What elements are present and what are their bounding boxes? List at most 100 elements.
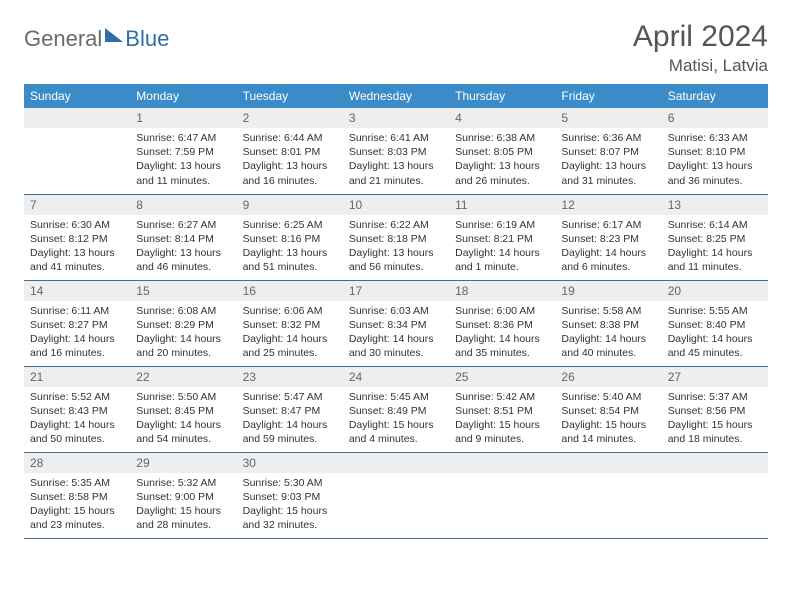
sunset-text: Sunset: 8:54 PM — [561, 404, 655, 418]
title-block: April 2024 Matisi, Latvia — [633, 20, 768, 76]
calendar-cell: 28Sunrise: 5:35 AMSunset: 8:58 PMDayligh… — [24, 452, 130, 538]
calendar-cell: 8Sunrise: 6:27 AMSunset: 8:14 PMDaylight… — [130, 194, 236, 280]
calendar-cell: 9Sunrise: 6:25 AMSunset: 8:16 PMDaylight… — [237, 194, 343, 280]
daylight-text: Daylight: 13 hours — [349, 246, 443, 260]
day-number: 5 — [555, 108, 661, 128]
calendar-table: Sunday Monday Tuesday Wednesday Thursday… — [24, 84, 768, 539]
calendar-cell: 27Sunrise: 5:37 AMSunset: 8:56 PMDayligh… — [662, 366, 768, 452]
weekday-header: Tuesday — [237, 84, 343, 108]
daylight-text: Daylight: 14 hours — [243, 332, 337, 346]
sunrise-text: Sunrise: 6:06 AM — [243, 304, 337, 318]
day-number: 7 — [24, 195, 130, 215]
day-number: 8 — [130, 195, 236, 215]
sunrise-text: Sunrise: 5:45 AM — [349, 390, 443, 404]
day-number: 10 — [343, 195, 449, 215]
weekday-header: Monday — [130, 84, 236, 108]
sunrise-text: Sunrise: 6:47 AM — [136, 131, 230, 145]
daylight-text: and 40 minutes. — [561, 346, 655, 360]
daylight-text: Daylight: 14 hours — [668, 246, 762, 260]
calendar-cell — [555, 452, 661, 538]
day-number: 22 — [130, 367, 236, 387]
sunrise-text: Sunrise: 5:35 AM — [30, 476, 124, 490]
day-detail: Sunrise: 6:03 AMSunset: 8:34 PMDaylight:… — [343, 301, 449, 365]
daylight-text: and 1 minute. — [455, 260, 549, 274]
sunrise-text: Sunrise: 6:19 AM — [455, 218, 549, 232]
calendar-cell: 6Sunrise: 6:33 AMSunset: 8:10 PMDaylight… — [662, 108, 768, 194]
daylight-text: and 46 minutes. — [136, 260, 230, 274]
day-detail: Sunrise: 5:42 AMSunset: 8:51 PMDaylight:… — [449, 387, 555, 451]
calendar-cell: 12Sunrise: 6:17 AMSunset: 8:23 PMDayligh… — [555, 194, 661, 280]
calendar-cell: 18Sunrise: 6:00 AMSunset: 8:36 PMDayligh… — [449, 280, 555, 366]
calendar-cell: 30Sunrise: 5:30 AMSunset: 9:03 PMDayligh… — [237, 452, 343, 538]
sunrise-text: Sunrise: 5:47 AM — [243, 390, 337, 404]
weekday-header-row: Sunday Monday Tuesday Wednesday Thursday… — [24, 84, 768, 108]
daylight-text: Daylight: 15 hours — [668, 418, 762, 432]
calendar-cell: 19Sunrise: 5:58 AMSunset: 8:38 PMDayligh… — [555, 280, 661, 366]
sunset-text: Sunset: 8:05 PM — [455, 145, 549, 159]
daylight-text: and 51 minutes. — [243, 260, 337, 274]
sunset-text: Sunset: 8:10 PM — [668, 145, 762, 159]
day-detail: Sunrise: 6:00 AMSunset: 8:36 PMDaylight:… — [449, 301, 555, 365]
calendar-cell: 24Sunrise: 5:45 AMSunset: 8:49 PMDayligh… — [343, 366, 449, 452]
daylight-text: Daylight: 14 hours — [136, 418, 230, 432]
day-detail: Sunrise: 5:47 AMSunset: 8:47 PMDaylight:… — [237, 387, 343, 451]
calendar-week-row: 7Sunrise: 6:30 AMSunset: 8:12 PMDaylight… — [24, 194, 768, 280]
daylight-text: and 54 minutes. — [136, 432, 230, 446]
day-number-empty — [343, 453, 449, 473]
calendar-cell: 16Sunrise: 6:06 AMSunset: 8:32 PMDayligh… — [237, 280, 343, 366]
daylight-text: Daylight: 14 hours — [349, 332, 443, 346]
weekday-header: Wednesday — [343, 84, 449, 108]
daylight-text: Daylight: 14 hours — [561, 332, 655, 346]
daylight-text: Daylight: 13 hours — [136, 159, 230, 173]
calendar-cell: 13Sunrise: 6:14 AMSunset: 8:25 PMDayligh… — [662, 194, 768, 280]
daylight-text: and 31 minutes. — [561, 174, 655, 188]
daylight-text: and 18 minutes. — [668, 432, 762, 446]
day-number: 16 — [237, 281, 343, 301]
sunrise-text: Sunrise: 6:41 AM — [349, 131, 443, 145]
daylight-text: and 32 minutes. — [243, 518, 337, 532]
daylight-text: and 56 minutes. — [349, 260, 443, 274]
day-detail: Sunrise: 5:35 AMSunset: 8:58 PMDaylight:… — [24, 473, 130, 537]
sunset-text: Sunset: 8:45 PM — [136, 404, 230, 418]
sunset-text: Sunset: 9:00 PM — [136, 490, 230, 504]
day-detail: Sunrise: 5:58 AMSunset: 8:38 PMDaylight:… — [555, 301, 661, 365]
day-detail: Sunrise: 6:22 AMSunset: 8:18 PMDaylight:… — [343, 215, 449, 279]
day-number: 18 — [449, 281, 555, 301]
sunrise-text: Sunrise: 6:30 AM — [30, 218, 124, 232]
daylight-text: and 59 minutes. — [243, 432, 337, 446]
daylight-text: Daylight: 15 hours — [243, 504, 337, 518]
sunset-text: Sunset: 9:03 PM — [243, 490, 337, 504]
calendar-week-row: 21Sunrise: 5:52 AMSunset: 8:43 PMDayligh… — [24, 366, 768, 452]
daylight-text: and 36 minutes. — [668, 174, 762, 188]
sunrise-text: Sunrise: 6:38 AM — [455, 131, 549, 145]
day-number: 25 — [449, 367, 555, 387]
sunset-text: Sunset: 8:29 PM — [136, 318, 230, 332]
sunset-text: Sunset: 8:47 PM — [243, 404, 337, 418]
calendar-cell: 3Sunrise: 6:41 AMSunset: 8:03 PMDaylight… — [343, 108, 449, 194]
sunrise-text: Sunrise: 6:44 AM — [243, 131, 337, 145]
sunset-text: Sunset: 8:38 PM — [561, 318, 655, 332]
day-number: 12 — [555, 195, 661, 215]
calendar-cell: 17Sunrise: 6:03 AMSunset: 8:34 PMDayligh… — [343, 280, 449, 366]
day-detail: Sunrise: 6:19 AMSunset: 8:21 PMDaylight:… — [449, 215, 555, 279]
sunrise-text: Sunrise: 6:22 AM — [349, 218, 443, 232]
location-label: Matisi, Latvia — [633, 56, 768, 76]
day-detail: Sunrise: 5:37 AMSunset: 8:56 PMDaylight:… — [662, 387, 768, 451]
sunset-text: Sunset: 8:56 PM — [668, 404, 762, 418]
calendar-cell: 23Sunrise: 5:47 AMSunset: 8:47 PMDayligh… — [237, 366, 343, 452]
sunrise-text: Sunrise: 6:17 AM — [561, 218, 655, 232]
sunrise-text: Sunrise: 5:55 AM — [668, 304, 762, 318]
day-number: 28 — [24, 453, 130, 473]
daylight-text: and 16 minutes. — [30, 346, 124, 360]
calendar-cell: 7Sunrise: 6:30 AMSunset: 8:12 PMDaylight… — [24, 194, 130, 280]
calendar-cell: 29Sunrise: 5:32 AMSunset: 9:00 PMDayligh… — [130, 452, 236, 538]
sunrise-text: Sunrise: 5:42 AM — [455, 390, 549, 404]
day-number: 30 — [237, 453, 343, 473]
calendar-cell: 5Sunrise: 6:36 AMSunset: 8:07 PMDaylight… — [555, 108, 661, 194]
day-detail: Sunrise: 6:06 AMSunset: 8:32 PMDaylight:… — [237, 301, 343, 365]
calendar-cell: 1Sunrise: 6:47 AMSunset: 7:59 PMDaylight… — [130, 108, 236, 194]
daylight-text: Daylight: 14 hours — [668, 332, 762, 346]
day-detail: Sunrise: 5:30 AMSunset: 9:03 PMDaylight:… — [237, 473, 343, 537]
daylight-text: and 6 minutes. — [561, 260, 655, 274]
header: General Blue April 2024 Matisi, Latvia — [24, 20, 768, 76]
